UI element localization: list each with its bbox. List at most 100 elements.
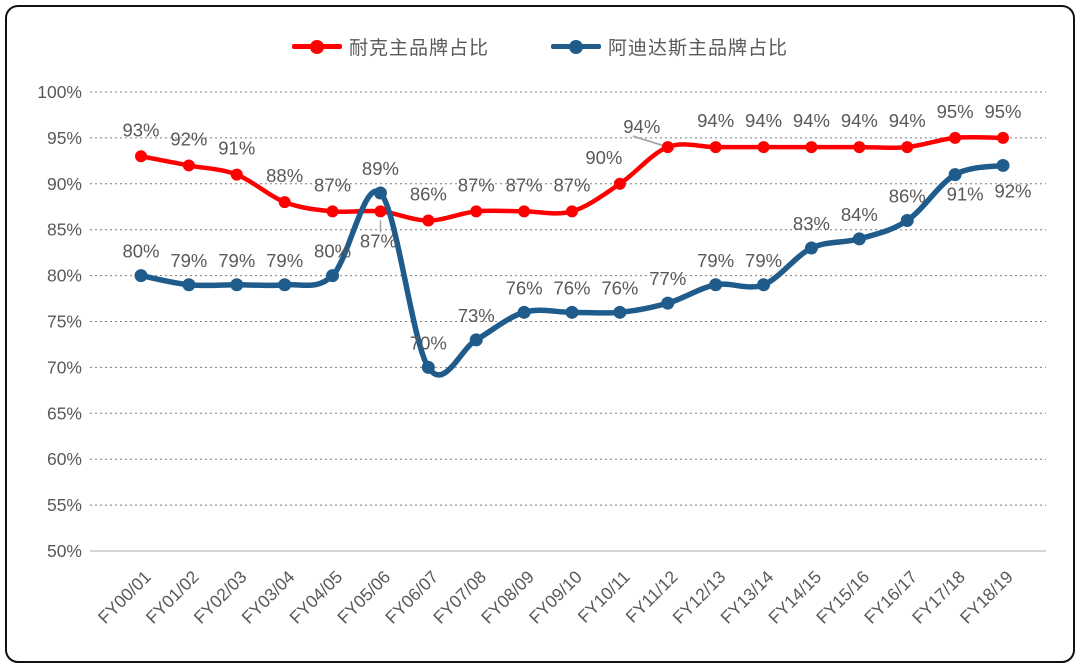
- data-label: 70%: [410, 332, 447, 353]
- data-point-adidas-FY03/04: [278, 278, 292, 292]
- data-label: 79%: [697, 250, 734, 271]
- y-tick-label: 100%: [37, 82, 82, 102]
- y-tick-label: 70%: [47, 357, 82, 377]
- data-point-nike-FY09/10: [566, 205, 578, 218]
- legend-line-marker-adidas-icon: [551, 39, 601, 54]
- data-point-nike-FY14/15: [805, 141, 818, 154]
- data-point-adidas-FY13/14: [757, 278, 771, 292]
- legend-line-marker-nike-icon: [291, 39, 342, 54]
- y-tick-label: 55%: [47, 495, 82, 515]
- data-point-adidas-FY06/07: [421, 360, 435, 374]
- data-label: 79%: [170, 250, 207, 271]
- data-label: 90%: [585, 147, 622, 168]
- data-label: 94%: [623, 116, 660, 137]
- data-point-adidas-FY12/13: [709, 278, 723, 292]
- data-point-nike-FY15/16: [853, 141, 866, 154]
- data-point-nike-FY11/12: [661, 141, 674, 154]
- data-point-adidas-FY07/08: [469, 333, 483, 347]
- y-tick-label: 90%: [47, 174, 82, 194]
- x-tick-label: FY18/19: [956, 567, 1017, 628]
- data-label: 91%: [218, 138, 255, 159]
- data-point-nike-FY07/08: [470, 205, 483, 218]
- data-point-nike-FY05/06: [374, 205, 387, 218]
- data-label: 94%: [841, 110, 878, 131]
- data-label: 92%: [170, 128, 207, 149]
- y-tick-label: 80%: [47, 266, 82, 286]
- data-label: 86%: [410, 184, 447, 205]
- data-point-adidas-FY15/16: [852, 232, 866, 246]
- data-point-adidas-FY17/18: [948, 168, 962, 182]
- x-tick-label: FY09/10: [525, 566, 586, 627]
- data-label: 91%: [947, 184, 984, 205]
- data-label: 76%: [601, 277, 638, 298]
- data-label: 87%: [360, 230, 397, 251]
- data-point-nike-FY03/04: [278, 196, 291, 209]
- data-label: 95%: [937, 101, 974, 122]
- data-point-nike-FY01/02: [182, 159, 195, 172]
- data-point-nike-FY18/19: [997, 131, 1009, 144]
- data-point-adidas-FY11/12: [661, 296, 675, 310]
- data-label: 86%: [889, 186, 926, 207]
- data-label: 73%: [458, 305, 495, 326]
- data-point-adidas-FY05/06: [373, 186, 387, 200]
- data-label: 94%: [889, 110, 926, 131]
- data-label: 84%: [841, 204, 878, 225]
- data-label: 79%: [218, 250, 255, 271]
- data-point-nike-FY16/17: [901, 141, 914, 154]
- data-label: 76%: [506, 277, 543, 298]
- data-point-nike-FY13/14: [757, 141, 770, 154]
- data-label: 83%: [793, 213, 830, 234]
- y-tick-label: 65%: [47, 403, 82, 423]
- data-label: 80%: [314, 241, 351, 262]
- x-tick-label: FY10/11: [574, 567, 634, 627]
- data-label: 87%: [506, 174, 543, 195]
- legend-dot-adidas-icon: [569, 39, 583, 54]
- data-label: 87%: [553, 174, 590, 195]
- data-label: 94%: [745, 110, 782, 131]
- data-label: 92%: [994, 180, 1031, 201]
- data-label: 95%: [984, 101, 1021, 122]
- y-tick-label: 85%: [47, 220, 82, 240]
- data-point-adidas-FY02/03: [230, 278, 244, 292]
- data-point-adidas-FY18/19: [996, 158, 1010, 172]
- data-label: 94%: [793, 110, 830, 131]
- data-label: 87%: [458, 174, 495, 195]
- data-label: 88%: [266, 165, 303, 186]
- data-point-adidas-FY00/01: [134, 269, 148, 283]
- data-point-nike-FY08/09: [518, 205, 531, 218]
- data-point-nike-FY02/03: [230, 168, 243, 181]
- data-point-adidas-FY10/11: [613, 305, 627, 319]
- y-tick-label: 60%: [47, 449, 82, 469]
- data-point-nike-FY04/05: [326, 205, 339, 218]
- data-point-adidas-FY08/09: [517, 305, 531, 319]
- data-point-adidas-FY01/02: [182, 278, 196, 292]
- chart-legend: 耐克主品牌占比 阿迪达斯主品牌占比: [0, 33, 1080, 60]
- y-tick-label: 75%: [47, 312, 82, 332]
- data-point-adidas-FY09/10: [565, 305, 579, 319]
- legend-label-adidas: 阿迪达斯主品牌占比: [608, 38, 789, 59]
- data-point-nike-FY17/18: [949, 131, 962, 144]
- data-point-nike-FY00/01: [135, 150, 147, 163]
- legend-item-nike: 耐克主品牌占比: [291, 33, 489, 60]
- data-point-adidas-FY04/05: [326, 269, 340, 283]
- legend-item-adidas: 阿迪达斯主品牌占比: [551, 33, 788, 60]
- data-label: 80%: [122, 241, 159, 262]
- data-point-nike-FY06/07: [422, 214, 435, 227]
- data-label: 76%: [553, 277, 590, 298]
- data-label: 79%: [266, 250, 303, 271]
- data-label: 87%: [314, 174, 351, 195]
- y-tick-label: 50%: [47, 541, 82, 561]
- data-point-adidas-FY14/15: [804, 241, 818, 255]
- legend-label-nike: 耐克主品牌占比: [348, 38, 489, 59]
- data-label: 93%: [122, 119, 159, 140]
- data-point-nike-FY10/11: [613, 177, 626, 190]
- data-label: 89%: [362, 158, 399, 179]
- label-leader-line: [632, 135, 663, 146]
- data-label: 94%: [697, 110, 734, 131]
- data-label: 79%: [745, 250, 782, 271]
- data-point-adidas-FY16/17: [900, 214, 914, 228]
- data-point-nike-FY12/13: [709, 141, 722, 154]
- data-label: 77%: [649, 268, 686, 289]
